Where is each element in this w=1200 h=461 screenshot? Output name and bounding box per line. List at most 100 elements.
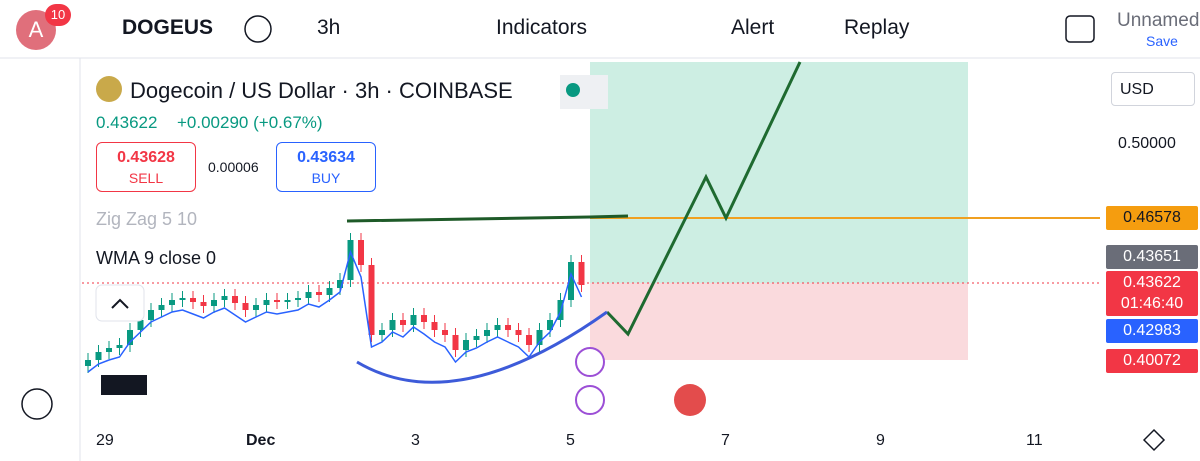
candle-body (127, 330, 133, 345)
time-label: 3 (411, 432, 420, 449)
candle-body (263, 300, 270, 305)
candle-body (368, 265, 375, 335)
sell-price: 0.43628 (117, 149, 175, 166)
tv-logo (101, 375, 147, 395)
countdown: 01:46:40 (1106, 292, 1198, 316)
zigzag (346, 214, 629, 223)
stop-zone (590, 283, 968, 360)
candle-body (568, 262, 574, 300)
candle-body (431, 322, 438, 330)
candle-body (505, 325, 511, 330)
event-icon (575, 385, 605, 415)
buy-price: 0.43634 (297, 149, 355, 166)
currency-select[interactable]: USD (1111, 72, 1195, 106)
candle-body (494, 325, 501, 330)
candle-body (484, 330, 490, 336)
candle-body (379, 330, 385, 335)
candle-body (232, 296, 238, 303)
candle-body (515, 330, 522, 335)
candle-body (116, 345, 123, 348)
coin-icon (96, 76, 122, 102)
candle-body (358, 240, 364, 265)
candle-body (452, 335, 459, 350)
candle-body (316, 292, 322, 295)
indicator[interactable]: Zig Zag 5 10 (96, 209, 198, 229)
candle-body (442, 330, 448, 335)
candle-body (410, 315, 417, 325)
layout-name[interactable]: Unnamed (1117, 10, 1200, 31)
flag-icon (674, 384, 706, 416)
spread: 0.00006 (208, 159, 259, 175)
price-tag: 0.42983 (1106, 319, 1198, 343)
price-tag: 0.43622 (1106, 271, 1198, 295)
event-icon (575, 347, 605, 377)
symbol[interactable]: DOGEUSD (122, 16, 214, 39)
candle-body (200, 302, 207, 306)
candle-body (179, 298, 186, 300)
time-label: 7 (721, 432, 730, 449)
candle-body (295, 298, 301, 300)
price-tag: 0.46578 (1106, 206, 1198, 230)
add-symbol-icon[interactable] (244, 15, 272, 43)
candle-body (274, 300, 280, 302)
layout-icon[interactable] (1065, 15, 1095, 43)
status-dot (566, 83, 580, 97)
candle-body (211, 300, 217, 306)
candle-body (305, 292, 312, 298)
candle-body (578, 262, 585, 285)
buy-label: BUY (311, 170, 341, 186)
candle-body (547, 320, 553, 330)
candle-body (463, 340, 469, 350)
chevron (111, 298, 129, 309)
projection (605, 61, 802, 337)
candle-body (526, 335, 532, 345)
candle-body (137, 320, 144, 330)
sell-button[interactable]: 0.43628 SELL (96, 142, 196, 192)
candle-body (536, 330, 543, 345)
buy-button[interactable]: 0.43634 BUY (276, 142, 376, 192)
candles (85, 233, 585, 373)
candle-body (169, 300, 175, 305)
indicators[interactable]: Indicators (496, 16, 588, 39)
candle-body (221, 296, 228, 300)
target-zone (590, 62, 968, 283)
wma-line (87, 249, 583, 373)
candle-body (148, 310, 154, 320)
candle-body (158, 305, 165, 310)
replay[interactable]: Replay (844, 16, 910, 39)
candle-body (473, 336, 480, 340)
candle-body (85, 360, 91, 366)
candle-body (284, 300, 291, 302)
time-label: 5 (566, 432, 575, 449)
candle-body (190, 298, 196, 302)
emoji-tool[interactable] (21, 388, 53, 420)
cup-curve (356, 310, 608, 384)
candle-body (253, 305, 259, 310)
candle-body (95, 352, 102, 360)
price-tag: 0.40072 (1106, 349, 1198, 373)
time-label: 9 (876, 432, 885, 449)
time-label: Dec (246, 432, 276, 449)
candle-body (389, 320, 396, 330)
candle-body (347, 240, 354, 280)
candle-body (400, 320, 406, 325)
badge: 10 (45, 4, 71, 26)
price-label: 0.50000 (1118, 135, 1176, 152)
candle-body (337, 280, 343, 288)
collapse-button[interactable] (95, 284, 145, 322)
candle-body (242, 303, 249, 310)
legend-title: Dogecoin / US Dollar · 3h · COINBASE (130, 78, 513, 103)
price-tag: 0.43651 (1106, 245, 1198, 269)
sell-label: SELL (128, 170, 164, 186)
interval[interactable]: 3h (317, 16, 341, 39)
indicator[interactable]: WMA 9 close 0 (96, 248, 217, 268)
candle-body (326, 288, 333, 295)
last-price: 0.43622 (96, 113, 158, 132)
alert[interactable]: Alert (731, 16, 775, 39)
time-label: 29 (96, 432, 114, 449)
save[interactable]: Save (1146, 33, 1178, 49)
candle-body (106, 348, 112, 352)
settings-icon[interactable] (1142, 428, 1166, 452)
